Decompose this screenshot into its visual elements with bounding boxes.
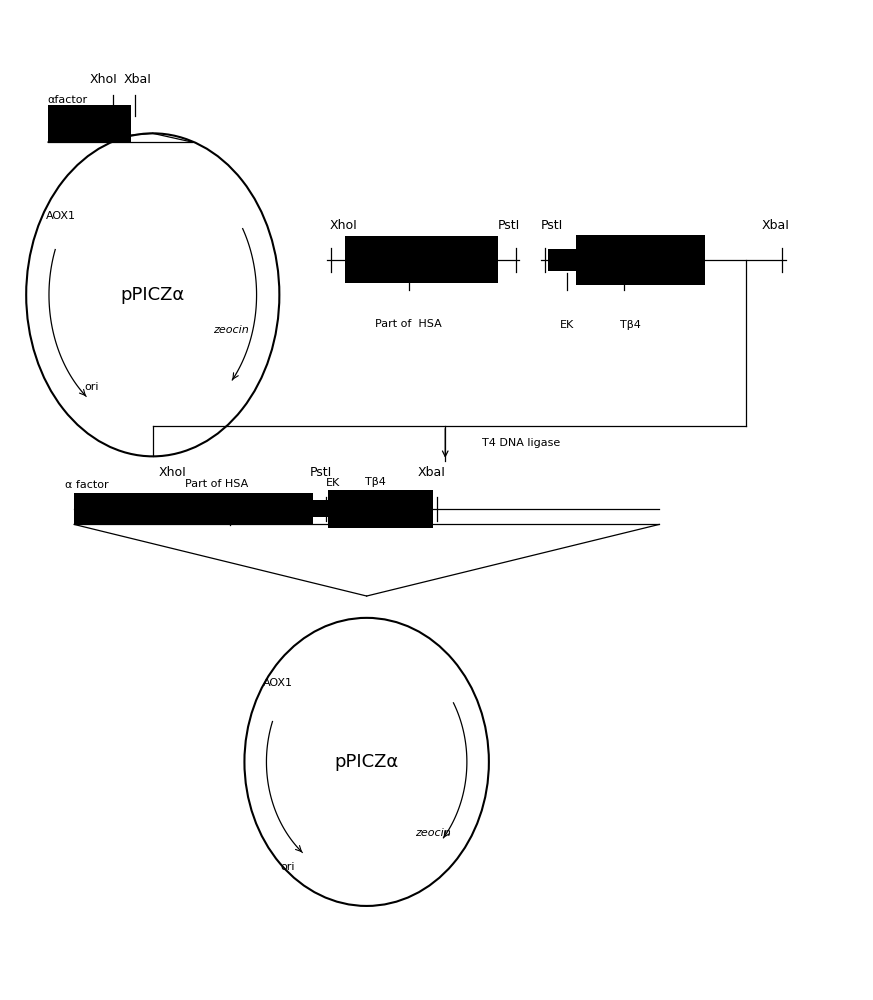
Text: pPICZα: pPICZα — [120, 286, 185, 304]
Text: XbaI: XbaI — [417, 466, 445, 479]
Text: EK: EK — [326, 478, 340, 488]
Text: ori: ori — [85, 382, 99, 392]
Text: αfactor: αfactor — [47, 95, 87, 105]
Text: PstI: PstI — [310, 466, 333, 479]
Bar — [347, 490, 433, 528]
Text: pPICZα: pPICZα — [334, 753, 399, 771]
Bar — [345, 236, 498, 283]
Text: PstI: PstI — [540, 219, 563, 232]
Text: XhoI: XhoI — [159, 466, 187, 479]
Text: XhoI: XhoI — [89, 73, 117, 86]
Text: zeocin: zeocin — [416, 828, 450, 838]
Text: XbaI: XbaI — [124, 73, 152, 86]
Text: zeocin: zeocin — [214, 325, 249, 335]
Text: XhoI: XhoI — [329, 219, 357, 232]
Bar — [548, 249, 594, 271]
Bar — [48, 105, 131, 142]
Text: α factor: α factor — [65, 480, 109, 490]
Text: AOX1: AOX1 — [263, 678, 292, 688]
Text: EK: EK — [560, 320, 574, 330]
Text: Part of  HSA: Part of HSA — [375, 319, 442, 329]
Bar — [576, 235, 705, 285]
Text: ori: ori — [281, 862, 295, 872]
Text: PstI: PstI — [498, 219, 520, 232]
Bar — [74, 493, 151, 524]
Text: Part of HSA: Part of HSA — [185, 479, 248, 489]
Text: T4 DNA ligase: T4 DNA ligase — [482, 438, 560, 448]
Text: AOX1: AOX1 — [46, 211, 76, 221]
Text: XbaI: XbaI — [761, 219, 789, 232]
Text: Tβ4: Tβ4 — [365, 477, 386, 487]
Bar — [328, 490, 347, 528]
Bar — [313, 500, 340, 517]
Text: Tβ4: Tβ4 — [620, 320, 641, 330]
Bar — [151, 493, 313, 524]
